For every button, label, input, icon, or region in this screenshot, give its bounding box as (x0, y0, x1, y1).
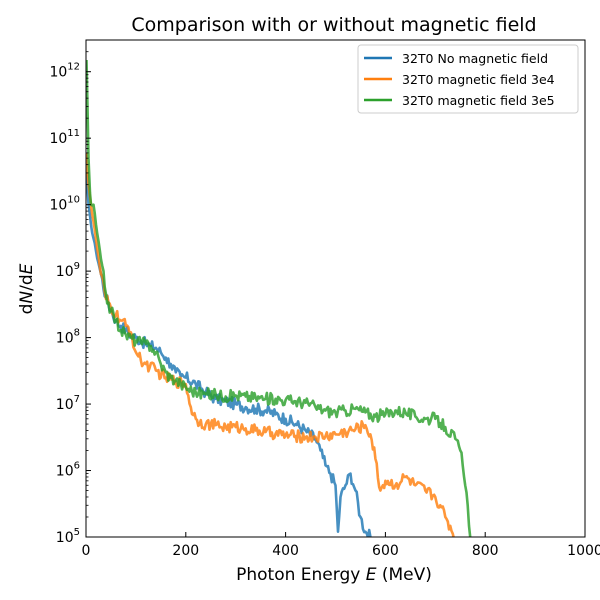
y-tick-label: 109 (56, 261, 80, 280)
y-tick-label: 106 (56, 461, 80, 480)
legend-box (357, 44, 579, 114)
y-tick-label: 105 (56, 527, 80, 546)
x-tick-label: 600 (372, 543, 399, 559)
y-tick-label: 1011 (49, 128, 80, 147)
legend: 32T0 No magnetic field 32T0 magnetic fie… (357, 44, 579, 114)
x-axis-ticks: 0 200 400 600 800 1000 (82, 532, 600, 559)
y-tick-label: 108 (56, 328, 80, 347)
y-tick-label: 107 (56, 394, 80, 413)
y-axis-ticks: 105 106 107 108 109 1010 1011 1012 (49, 39, 91, 546)
series-line-1 (86, 152, 456, 537)
x-axis-label: Photon Energy E (MeV) (236, 565, 432, 585)
x-tick-label: 200 (172, 543, 199, 559)
x-tick-label: 800 (472, 543, 499, 559)
legend-label-no-field: 32T0 No magnetic field (402, 51, 548, 66)
legend-label-field-3e4: 32T0 magnetic field 3e4 (402, 72, 555, 87)
x-tick-label: 0 (82, 543, 91, 559)
series-layer (86, 59, 472, 537)
series-line-0 (86, 172, 372, 537)
plot-frame (85, 39, 586, 538)
legend-label-field-3e5: 32T0 magnetic field 3e5 (402, 93, 555, 108)
y-tick-label: 1012 (49, 62, 80, 81)
series-line-2 (86, 59, 472, 537)
x-tick-label: 1000 (567, 543, 600, 559)
y-tick-label: 1010 (49, 195, 80, 214)
chart-title: Comparison with or without magnetic fiel… (131, 14, 536, 36)
x-tick-label: 400 (272, 543, 299, 559)
y-axis-label: dN/dE (17, 263, 37, 314)
